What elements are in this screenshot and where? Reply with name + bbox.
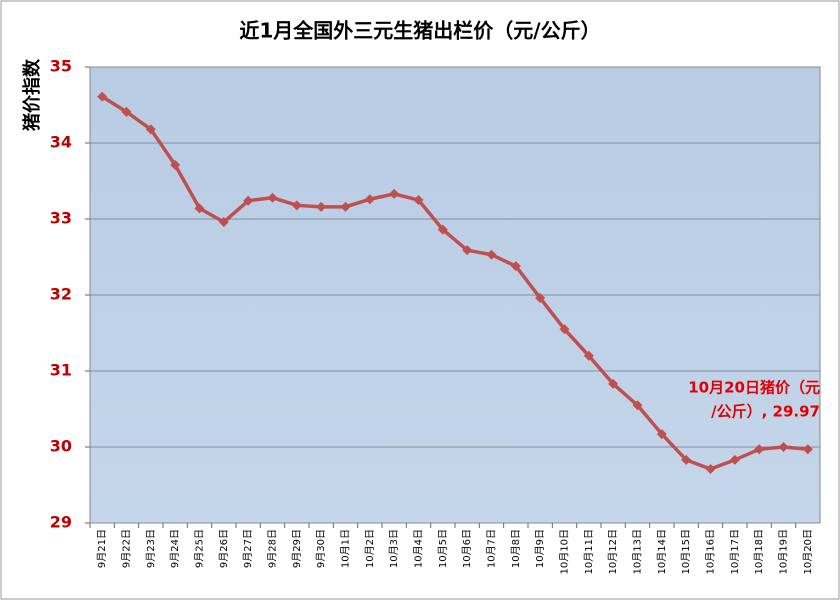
annotation: 10月20日猪价（元 [688, 379, 820, 397]
marker [437, 224, 448, 235]
x-tick-label: 10月17日 [729, 529, 741, 574]
marker [583, 350, 594, 361]
marker [705, 464, 716, 475]
annotation: /公斤）, 29.97 [711, 403, 820, 421]
y-tick-label: 34 [50, 133, 72, 152]
x-tick-label: 10月15日 [680, 529, 692, 574]
x-tick-label: 10月20日 [802, 529, 814, 574]
marker [656, 429, 667, 440]
x-tick-label: 10月18日 [753, 529, 765, 574]
x-tick-label: 9月26日 [218, 529, 230, 568]
x-tick-label: 9月27日 [242, 529, 254, 568]
x-tick-label: 9月30日 [315, 529, 327, 568]
x-tick-label: 10月10日 [559, 529, 571, 574]
marker [729, 454, 740, 465]
x-tick-label: 10月12日 [607, 529, 619, 574]
marker [218, 217, 229, 228]
x-tick-label: 9月23日 [145, 529, 157, 568]
marker [97, 91, 108, 102]
marker [194, 203, 205, 214]
x-tick-label: 10月11日 [583, 529, 595, 574]
marker [121, 106, 132, 117]
x-tick-label: 10月3日 [388, 529, 400, 568]
marker [559, 324, 570, 335]
marker [413, 195, 424, 205]
y-tick-label: 30 [50, 437, 72, 456]
x-tick-label: 9月28日 [267, 529, 279, 568]
marker [608, 378, 619, 389]
x-tick-label: 10月5日 [437, 529, 449, 568]
y-axis-label: 猪价指数 [21, 58, 43, 132]
x-tick-label: 9月25日 [194, 529, 206, 568]
marker [754, 444, 765, 455]
marker [267, 192, 278, 203]
marker [364, 194, 375, 205]
x-tick-label: 10月7日 [486, 529, 498, 568]
x-tick-label: 10月16日 [705, 529, 717, 574]
x-tick-label: 9月24日 [169, 529, 181, 568]
marker [486, 249, 497, 260]
marker [535, 293, 546, 304]
marker [681, 454, 692, 465]
x-tick-label: 10月8日 [510, 529, 522, 568]
y-tick-label: 31 [50, 361, 72, 380]
x-tick-label: 10月14日 [656, 529, 668, 574]
line [101, 95, 808, 471]
x-tick-label: 9月29日 [291, 529, 303, 568]
x-tick-label: 10月2日 [364, 529, 376, 568]
x-tick-label: 10月6日 [461, 529, 473, 568]
x-tick-label: 9月21日 [96, 529, 108, 568]
x-tick-label: 9月22日 [121, 529, 133, 568]
marker [316, 201, 327, 212]
marker [802, 444, 813, 455]
marker [243, 195, 254, 206]
marker [510, 261, 521, 272]
marker [291, 200, 302, 211]
chart-title: 近1月全国外三元生猪出栏价（元/公斤） [239, 19, 600, 43]
marker [145, 124, 156, 135]
y-tick-label: 32 [50, 285, 72, 304]
x-tick-label: 10月1日 [340, 529, 352, 568]
x-tick-label: 10月13日 [632, 529, 644, 574]
marker [778, 442, 789, 452]
marker [632, 400, 643, 411]
y-tick-label: 29 [50, 513, 72, 532]
y-tick-label: 35 [50, 57, 72, 76]
marker [170, 160, 181, 171]
marker [389, 188, 400, 199]
y-tick-label: 33 [50, 209, 72, 228]
x-tick-label: 10月4日 [413, 529, 425, 568]
marker [340, 201, 351, 212]
x-tick-label: 10月9日 [534, 529, 546, 568]
x-tick-label: 10月19日 [778, 529, 790, 574]
marker [462, 245, 473, 256]
